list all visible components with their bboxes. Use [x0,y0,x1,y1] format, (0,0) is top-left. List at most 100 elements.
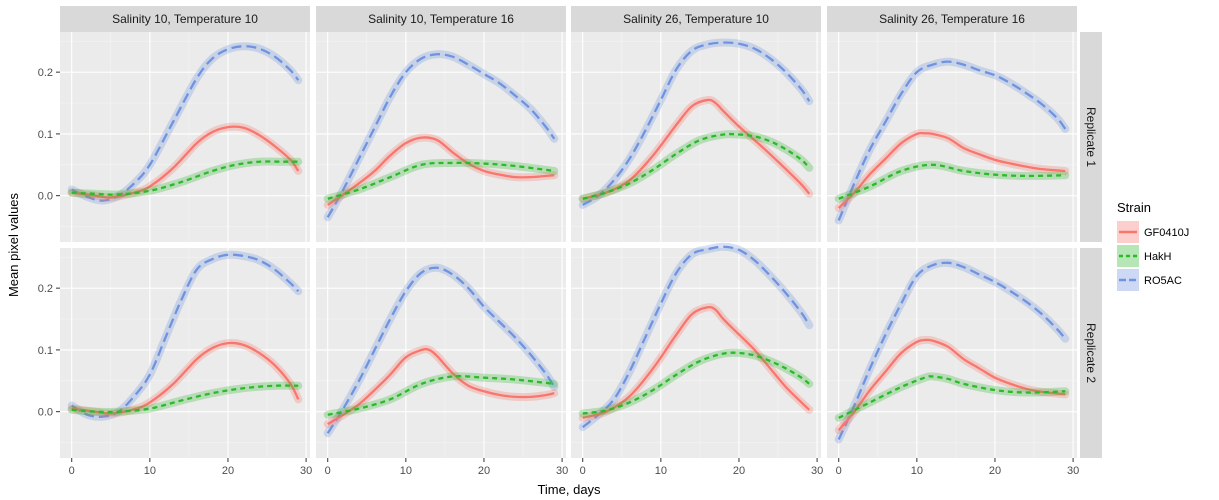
series-line-ro5ac [326,266,556,434]
column-strip-label: Salinity 26, Temperature 16 [879,12,1025,26]
strips-layer: Salinity 10, Temperature 10 Salinity 10, … [60,6,1102,458]
x-tick-label: 20 [989,465,1001,477]
series-line-gf0410j [327,136,555,206]
x-tick-label: 30 [811,465,823,477]
column-strip-label: Salinity 10, Temperature 16 [368,12,514,26]
strip-background [60,6,310,32]
series-line-hakh [71,384,299,414]
panel-series-4-2 [834,258,1070,444]
row-strip-1: Replicate 1 [1080,32,1102,242]
row-strip-label: Replicate 2 [1084,323,1098,383]
panel-3-2 [571,248,821,458]
panel-3-1 [571,32,821,242]
x-tick-label: 0 [69,465,75,477]
strip-background [827,6,1077,32]
series-line-gf0410j [71,125,300,199]
x-axis-title: Time, days [537,482,601,497]
series-line-gf0410j [71,341,300,415]
series-line-hakh [582,132,811,200]
legend-item-gf0410j: GF0410J [1117,221,1189,243]
series-line-hakh [71,160,299,196]
panel-series-3-1 [578,38,814,209]
panel-series-2-2 [323,263,559,438]
row-strip-2: Replicate 2 [1080,248,1102,458]
series-line-gf0410j [837,131,1066,209]
series-line-hakh [582,351,811,415]
y-tick-label: 0.2 [38,283,53,295]
legend: Strain GF0410J HakH RO5AC [1117,200,1189,291]
legend-label-gf0410j: GF0410J [1144,227,1189,239]
panel-background [827,32,1077,242]
x-tick-label: 20 [222,465,234,477]
x-tick-label: 10 [144,465,156,477]
legend-key-ro5ac [1117,269,1139,291]
x-tick-label: 20 [478,465,490,477]
panel-background [60,32,310,242]
panel-background [316,32,566,242]
panels-layer [60,32,1077,458]
panel-series-4-1 [834,57,1070,225]
series-line-hakh [327,161,555,200]
series-line-ro5ac [837,261,1067,440]
series-line-ro5ac [837,60,1067,221]
panel-1-2 [60,248,310,458]
panel-2-1 [316,32,566,242]
column-strip-4: Salinity 26, Temperature 16 [827,6,1077,32]
column-strip-label: Salinity 26, Temperature 10 [623,12,769,26]
legend-item-ro5ac: RO5AC [1117,269,1182,291]
legend-label-ro5ac: RO5AC [1144,275,1182,287]
series-line-ro5ac [71,253,300,418]
legend-label-hakh: HakH [1144,251,1172,263]
series-line-hakh [838,375,1066,419]
series-line-gf0410j [327,347,555,426]
strip-background [1080,248,1102,458]
axes-layer: 0.0 0.1 0.2 0.0 0.1 0.2 0 10 20 30 0 10 20 30 0 10 20 30 0… [38,67,1080,477]
legend-title: Strain [1117,200,1151,215]
series-line-gf0410j [582,305,811,419]
panel-background [571,32,821,242]
panel-series-2-1 [323,50,559,222]
legend-item-hakh: HakH [1117,245,1172,267]
x-tick-label: 20 [733,465,745,477]
y-tick-label: 0.1 [38,345,53,357]
x-tick-label: 10 [655,465,667,477]
y-tick-label: 0.0 [38,407,53,419]
y-axis-title: Mean pixel values [6,192,21,297]
series-line-ro5ac [71,45,300,202]
panel-1-1 [60,32,310,242]
y-tick-label: 0.0 [38,191,53,203]
column-strip-1: Salinity 10, Temperature 10 [60,6,310,32]
y-tick-label: 0.1 [38,129,53,141]
x-tick-label: 30 [556,465,568,477]
panel-series-1-2 [67,250,303,421]
panel-background [60,248,310,458]
column-strip-label: Salinity 10, Temperature 10 [112,12,258,26]
x-tick-label: 30 [1067,465,1079,477]
panel-2-2 [316,248,566,458]
strip-background [571,6,821,32]
series-line-hakh [327,375,555,416]
series-line-ro5ac [582,245,811,429]
panel-series-3-2 [578,242,814,432]
x-tick-label: 0 [836,465,842,477]
panel-series-1-1 [67,42,303,205]
x-tick-label: 0 [325,465,331,477]
strip-background [316,6,566,32]
panel-background [827,248,1077,458]
panel-background [571,248,821,458]
panel-background [316,248,566,458]
series-line-ro5ac [326,53,556,218]
x-tick-label: 0 [580,465,586,477]
x-tick-label: 30 [300,465,312,477]
y-tick-label: 0.2 [38,67,53,79]
series-line-gf0410j [582,98,811,200]
column-strip-2: Salinity 10, Temperature 16 [316,6,566,32]
x-tick-label: 10 [911,465,923,477]
series-line-gf0410j [837,338,1066,431]
series-line-ro5ac [582,41,811,206]
column-strip-3: Salinity 26, Temperature 10 [571,6,821,32]
panel-4-1 [827,32,1077,242]
x-tick-label: 10 [400,465,412,477]
series-line-hakh [838,163,1066,200]
